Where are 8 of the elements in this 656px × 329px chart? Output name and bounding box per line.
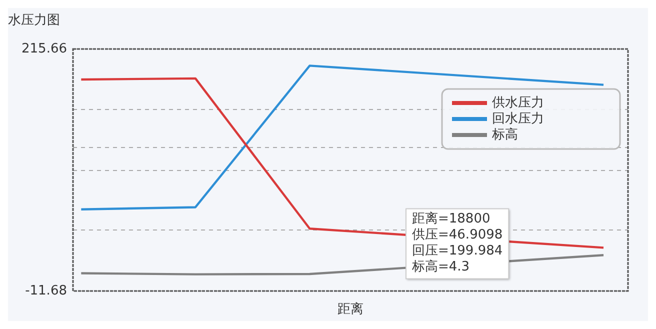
y-tick-label: 215.66 bbox=[22, 41, 67, 56]
annotation: 距离=18800 供压=46.9098 回压=199.984 标高=4.3 bbox=[411, 210, 503, 275]
x-axis-title: 距离 bbox=[338, 300, 364, 317]
y-tick-label: -11.68 bbox=[25, 283, 67, 298]
legend-label: 回水压力 bbox=[492, 111, 544, 126]
legend-label: 供水压力 bbox=[492, 95, 544, 110]
chart-title: 水压力图 bbox=[8, 12, 60, 28]
legend-label: 标高 bbox=[491, 126, 518, 142]
